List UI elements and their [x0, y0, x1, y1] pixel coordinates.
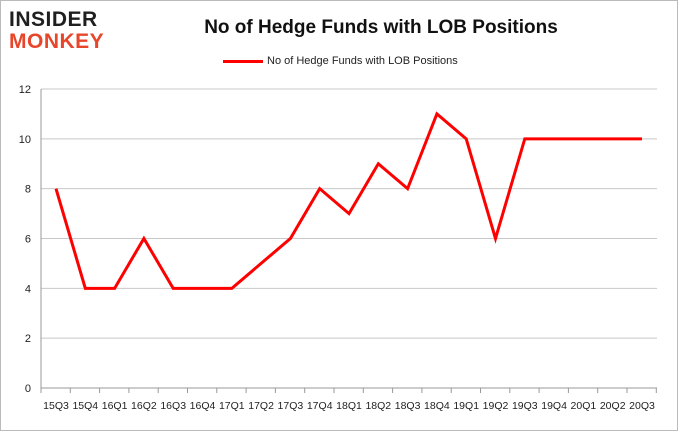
x-tick-label: 17Q2: [248, 400, 274, 412]
y-tick-label: 4: [25, 283, 31, 295]
x-tick-label: 20Q2: [600, 400, 626, 412]
x-tick-label: 16Q1: [102, 400, 128, 412]
y-tick-label: 10: [19, 134, 31, 146]
x-tick-label: 16Q3: [160, 400, 186, 412]
x-tick-label: 19Q1: [453, 400, 479, 412]
x-tick-label: 17Q1: [219, 400, 245, 412]
y-tick-label: 0: [25, 383, 31, 395]
x-tick-label: 16Q4: [190, 400, 216, 412]
y-tick-label: 6: [25, 234, 31, 246]
x-tick-label: 16Q2: [131, 400, 157, 412]
x-tick-label: 18Q1: [336, 400, 362, 412]
y-tick-label: 8: [25, 184, 31, 196]
x-tick-label: 18Q2: [365, 400, 391, 412]
x-tick-label: 18Q4: [424, 400, 450, 412]
x-tick-label: 19Q2: [483, 400, 509, 412]
series-line: [56, 114, 642, 288]
x-tick-label: 20Q1: [571, 400, 597, 412]
x-tick-label: 17Q3: [278, 400, 304, 412]
x-tick-label: 19Q3: [512, 400, 538, 412]
x-tick-label: 17Q4: [307, 400, 333, 412]
x-tick-label: 20Q3: [629, 400, 655, 412]
x-tick-label: 19Q4: [541, 400, 567, 412]
x-tick-label: 15Q3: [43, 400, 69, 412]
x-tick-label: 18Q3: [395, 400, 421, 412]
x-tick-label: 15Q4: [72, 400, 98, 412]
y-tick-label: 12: [19, 84, 31, 96]
y-tick-label: 2: [25, 333, 31, 345]
